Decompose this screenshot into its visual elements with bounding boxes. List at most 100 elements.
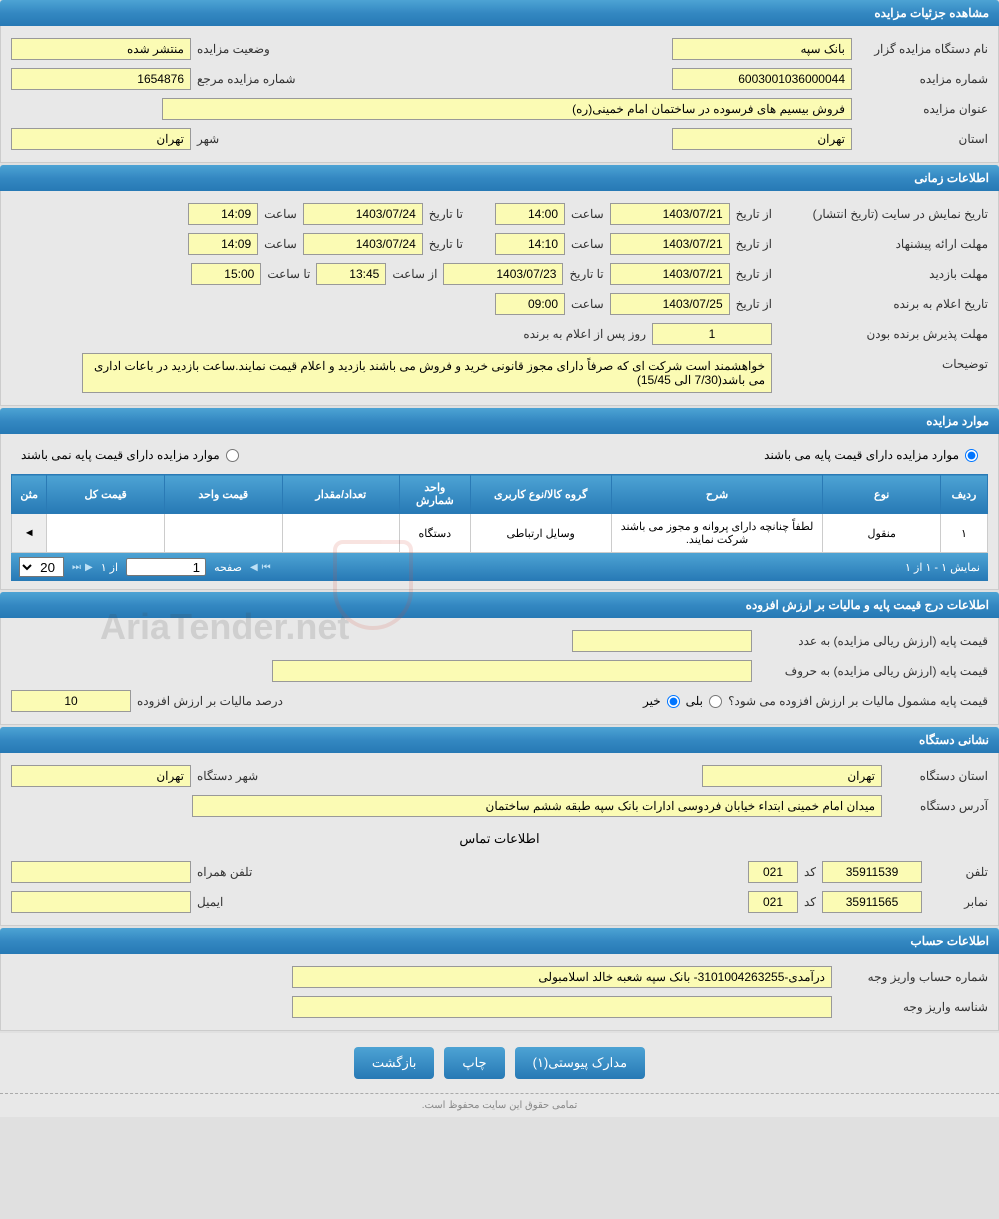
- hour-label-5: ساعت: [571, 297, 604, 311]
- radio-with-base[interactable]: موارد مزایده دارای قیمت پایه می باشند: [764, 448, 978, 462]
- publish-from-date: 1403/07/21: [610, 203, 730, 225]
- fax-label: نمابر: [928, 895, 988, 909]
- section-body-price: قیمت پایه (ارزش ریالی مزایده) به عدد قیم…: [0, 618, 999, 725]
- pager-prev-icon[interactable]: ◀: [250, 562, 258, 573]
- proposal-label: مهلت ارائه پیشنهاد: [778, 237, 988, 251]
- addr-field: میدان امام خمینی ابتداء خیابان فردوسی اد…: [192, 795, 882, 817]
- publish-to-time: 14:09: [188, 203, 258, 225]
- code-label-1: کد: [804, 865, 816, 879]
- phone-code-field: 021: [748, 861, 798, 883]
- accept-label: مهلت پذیرش برنده بودن: [778, 327, 988, 341]
- mobile-label: تلفن همراه: [197, 865, 252, 879]
- cell-type: منقول: [823, 514, 941, 553]
- pager-last-icon[interactable]: ⏭: [72, 562, 81, 573]
- hour-label-2: ساعت: [264, 207, 297, 221]
- section-body-account: شماره حساب واریز وجه درآمدی-310100426325…: [0, 954, 999, 1031]
- ref-no-label: شماره مزایده مرجع: [197, 72, 296, 86]
- hour-label-1: ساعت: [571, 207, 604, 221]
- addr-city-field: تهران: [11, 765, 191, 787]
- email-field: [11, 891, 191, 913]
- cell-unit-price: [164, 514, 282, 553]
- radio-without-base-input[interactable]: [226, 449, 239, 462]
- th-extra: مثن: [12, 475, 47, 514]
- to-date-label-2: تا تاریخ: [429, 237, 463, 251]
- visit-to-date: 1403/07/23: [443, 263, 563, 285]
- vat-no[interactable]: خیر: [643, 694, 680, 708]
- phone-label: تلفن: [928, 865, 988, 879]
- section-body-address: استان دستگاه تهران شهر دستگاه تهران آدرس…: [0, 753, 999, 926]
- back-button[interactable]: بازگشت: [354, 1047, 434, 1079]
- pager: نمایش ۱ - ۱ از ۱ ⏮ ◀ صفحه از ۱ ▶ ⏭ 20: [11, 553, 988, 581]
- table-row[interactable]: ١ منقول لطفاً چنانچه دارای پروانه و مجوز…: [12, 514, 988, 553]
- radio-with-base-input[interactable]: [965, 449, 978, 462]
- radio-without-base-label: موارد مزایده دارای قیمت پایه نمی باشند: [21, 448, 220, 462]
- section-header-price: اطلاعات درج قیمت پایه و مالیات بر ارزش ا…: [0, 592, 999, 618]
- pager-page-label: صفحه: [214, 561, 242, 574]
- announce-time: 09:00: [495, 293, 565, 315]
- base-txt-label: قیمت پایه (ارزش ریالی مزایده) به حروف: [758, 664, 988, 678]
- acc-id-field: [292, 996, 832, 1018]
- th-unit: واحد شمارش: [400, 475, 471, 514]
- announce-date: 1403/07/25: [610, 293, 730, 315]
- base-txt-field: [272, 660, 752, 682]
- cell-scroll[interactable]: ◄: [12, 514, 47, 553]
- th-unit-price: قیمت واحد: [164, 475, 282, 514]
- vat-yes[interactable]: بلی: [686, 694, 722, 708]
- title-label: عنوان مزایده: [858, 102, 988, 116]
- cell-group: وسایل ارتباطی: [470, 514, 611, 553]
- fax-field: 35911565: [822, 891, 922, 913]
- th-group: گروه کالا/نوع کاربری: [470, 475, 611, 514]
- button-row: مدارک پیوستی(۱) چاپ بازگشت: [0, 1033, 999, 1093]
- accept-suffix: روز پس از اعلام به برنده: [523, 327, 646, 341]
- pager-first-icon[interactable]: ⏮: [262, 562, 271, 573]
- pager-of-label: از ۱: [101, 561, 118, 574]
- attachments-button[interactable]: مدارک پیوستی(۱): [515, 1047, 646, 1079]
- section-body-items: موارد مزایده دارای قیمت پایه می باشند مو…: [0, 434, 999, 590]
- announce-label: تاریخ اعلام به برنده: [778, 297, 988, 311]
- section-header-address: نشانی دستگاه: [0, 727, 999, 753]
- publish-to-date: 1403/07/24: [303, 203, 423, 225]
- vat-yes-input[interactable]: [709, 695, 722, 708]
- pager-next-icon[interactable]: ▶: [85, 562, 93, 573]
- vat-pct-field: 10: [11, 690, 131, 712]
- cell-unit: دستگاه: [400, 514, 471, 553]
- from-hour-label: از ساعت: [392, 267, 437, 281]
- pager-size-select[interactable]: 20: [19, 557, 64, 577]
- acc-no-field: درآمدی-3101004263255- بانک سپه شعبه خالد…: [292, 966, 832, 988]
- city-field: تهران: [11, 128, 191, 150]
- title-field: فروش بیسیم های فرسوده در ساختمان امام خم…: [162, 98, 852, 120]
- auction-no-field: 6003001036000044: [672, 68, 852, 90]
- city-label: شهر: [197, 132, 219, 146]
- to-date-label-3: تا تاریخ: [569, 267, 603, 281]
- pager-summary: نمایش ۱ - ۱ از ۱: [905, 561, 980, 574]
- cell-idx: ١: [940, 514, 987, 553]
- th-desc: شرح: [611, 475, 823, 514]
- notes-label: توضیحات: [778, 353, 988, 371]
- from-date-label: از تاریخ: [736, 207, 772, 221]
- cell-desc: لطفاً چنانچه دارای پروانه و مجوز می باشن…: [611, 514, 823, 553]
- visit-to-time: 15:00: [191, 263, 261, 285]
- pager-page-input[interactable]: [126, 558, 206, 576]
- section-body-details: نام دستگاه مزایده گزار بانک سپه وضعیت مز…: [0, 26, 999, 163]
- proposal-from-time: 14:10: [495, 233, 565, 255]
- vat-q-label: قیمت پایه مشمول مالیات بر ارزش افزوده می…: [728, 694, 988, 708]
- from-date-label-3: از تاریخ: [736, 267, 772, 281]
- section-body-timing: تاریخ نمایش در سایت (تاریخ انتشار) از تا…: [0, 191, 999, 406]
- section-header-items: موارد مزایده: [0, 408, 999, 434]
- mobile-field: [11, 861, 191, 883]
- from-date-label-2: از تاریخ: [736, 237, 772, 251]
- print-button[interactable]: چاپ: [444, 1047, 504, 1079]
- proposal-to-time: 14:09: [188, 233, 258, 255]
- addr-label: آدرس دستگاه: [888, 799, 988, 813]
- acc-no-label: شماره حساب واریز وجه: [838, 970, 988, 984]
- from-date-label-4: از تاریخ: [736, 297, 772, 311]
- items-table: ردیف نوع شرح گروه کالا/نوع کاربری واحد ش…: [11, 474, 988, 553]
- status-field: منتشر شده: [11, 38, 191, 60]
- province-field: تهران: [672, 128, 852, 150]
- org-name-label: نام دستگاه مزایده گزار: [858, 42, 988, 56]
- proposal-to-date: 1403/07/24: [303, 233, 423, 255]
- radio-without-base[interactable]: موارد مزایده دارای قیمت پایه نمی باشند: [21, 448, 239, 462]
- footer-text: تمامی حقوق این سایت محفوظ است.: [0, 1093, 999, 1117]
- code-label-2: کد: [804, 895, 816, 909]
- vat-no-input[interactable]: [667, 695, 680, 708]
